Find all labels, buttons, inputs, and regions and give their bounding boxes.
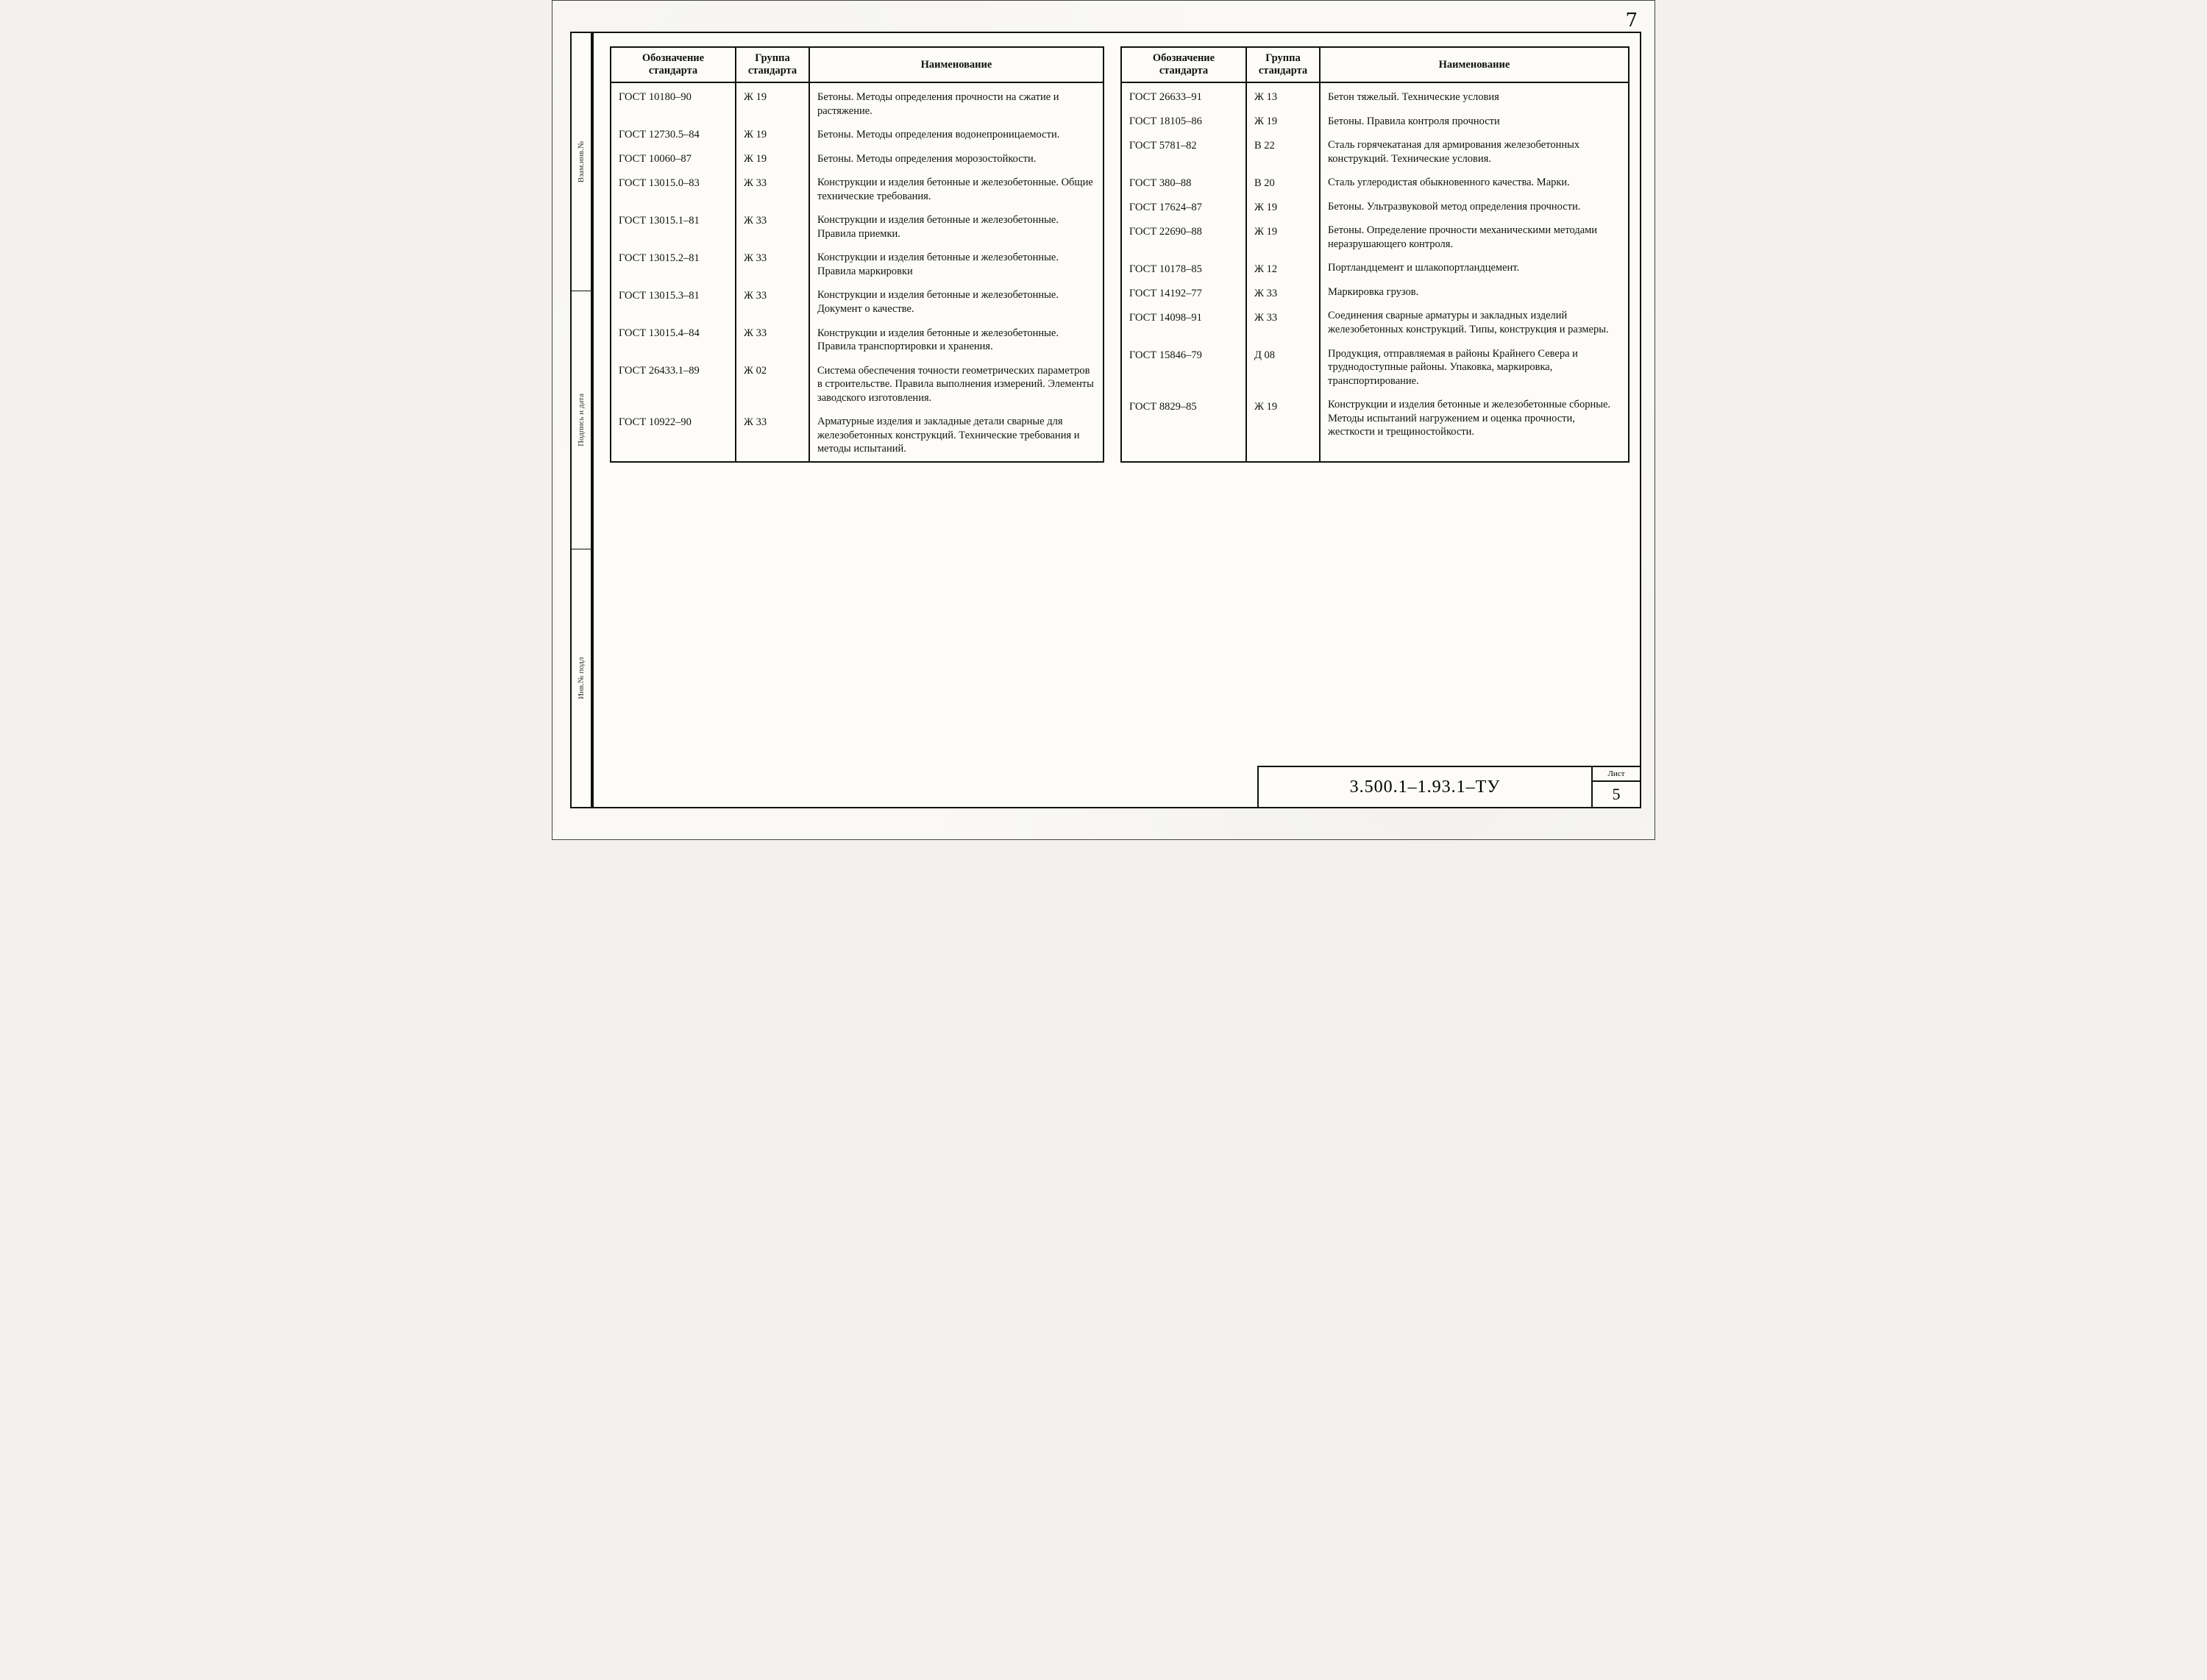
cell-designation: ГОСТ 13015.4–84 [619, 327, 728, 354]
cell-designation: ГОСТ 13015.1–81 [619, 214, 728, 241]
col-body-group: Ж 13 Ж 19 В 22 В 20 Ж 19 Ж 19 Ж 12 Ж 33 Ж 33 Д 08… [1246, 82, 1320, 462]
cell-group: Ж 33 [1254, 311, 1312, 338]
cell-name: Портландцемент и шлакопортланд­цемент. [1328, 261, 1621, 275]
cell-name: Сталь горячекатаная для армиро­вания жел… [1328, 138, 1621, 165]
side-cell: Инв.№ подл [572, 549, 591, 807]
cell-designation: ГОСТ 8829–85 [1129, 400, 1238, 441]
sheet-label: Лист [1593, 767, 1640, 782]
sheet-cell: Лист 5 [1593, 767, 1640, 807]
cell-designation: ГОСТ 17624–87 [1129, 201, 1238, 215]
cell-name: Соединения сварные арматуры и за­кладных… [1328, 309, 1621, 336]
cell-name: Арматурные изделия и закладные детали св… [817, 415, 1095, 456]
cell-designation: ГОСТ 12730.5–84 [619, 128, 728, 142]
document-number: 3.500.1–1.93.1–ТУ [1259, 767, 1593, 807]
title-block: 3.500.1–1.93.1–ТУ Лист 5 [1257, 766, 1640, 807]
cell-group: Д 08 [1254, 349, 1312, 390]
cell-designation: ГОСТ 13015.2–81 [619, 252, 728, 279]
cell-group: Ж 19 [1254, 201, 1312, 215]
cell-group: В 22 [1254, 139, 1312, 166]
side-cell-label: Подпись и дата [577, 394, 586, 446]
cell-designation: ГОСТ 13015.0–83 [619, 177, 728, 204]
cell-name: Сталь углеродистая обыкновенного качеств… [1328, 176, 1621, 190]
cell-group: Ж 19 [1254, 115, 1312, 129]
side-cell: Подпись и дата [572, 291, 591, 549]
side-cell: Взам.инв.№ [572, 33, 591, 291]
cell-designation: ГОСТ 26433.1–89 [619, 364, 728, 405]
col-body-name: Бетон тяжелый. Технические условия Бетоны… [1320, 82, 1629, 462]
cell-name: Система обеспечения точности гео­метриче… [817, 364, 1095, 405]
cell-designation: ГОСТ 14098–91 [1129, 311, 1238, 338]
cell-group: Ж 33 [1254, 287, 1312, 301]
cell-name: Маркировка грузов. [1328, 285, 1621, 299]
cell-designation: ГОСТ 13015.3–81 [619, 289, 728, 316]
cell-designation: ГОСТ 22690–88 [1129, 225, 1238, 252]
cell-group: Ж 19 [744, 90, 801, 118]
cell-designation: ГОСТ 10060–87 [619, 152, 728, 166]
drawing-frame: Обозначение стандарта Группа стандарта Н… [592, 32, 1641, 808]
corner-page-number: 7 [1625, 10, 1638, 32]
cell-name: Бетоны. Правила контроля прочности [1328, 115, 1621, 129]
cell-designation: ГОСТ 14192–77 [1129, 287, 1238, 301]
cell-name: Конструкции и изделия бетонные и железоб… [817, 176, 1095, 203]
col-body-designation: ГОСТ 26633–91 ГОСТ 18105–86 ГОСТ 5781–82 ГО… [1121, 82, 1246, 462]
cell-group: Ж 12 [1254, 263, 1312, 277]
tables-row: Обозначение стандарта Группа стандарта Н… [594, 33, 1640, 463]
page: 7 Инв.№ подл Подпись и дата Взам.инв.№ [552, 0, 1655, 840]
cell-group: Ж 19 [744, 152, 801, 166]
col-body-designation: ГОСТ 10180–90 ГОСТ 12730.5–84 ГОСТ 10060–8… [611, 82, 736, 462]
cell-designation: ГОСТ 26633–91 [1129, 90, 1238, 104]
side-cell-label: Взам.инв.№ [577, 141, 586, 183]
cell-group: Ж 33 [744, 416, 801, 457]
cell-name: Бетоны. Определение прочности ме­ханичес… [1328, 224, 1621, 251]
cell-group: Ж 13 [1254, 90, 1312, 104]
standards-table-left: Обозначение стандарта Группа стандарта Н… [610, 46, 1104, 463]
cell-name: Бетоны. Методы определения проч­ности на… [817, 90, 1095, 118]
cell-designation: ГОСТ 10178–85 [1129, 263, 1238, 277]
cell-name: Бетон тяжелый. Технические условия [1328, 90, 1621, 104]
cell-name: Конструкции и изделия бетонные и железоб… [817, 251, 1095, 278]
col-body-group: Ж 19 Ж 19 Ж 19 Ж 33 Ж 33 Ж 33 Ж 33 Ж 33 Ж 02 Ж 33 [736, 82, 809, 462]
cell-group: Ж 19 [1254, 225, 1312, 252]
cell-name: Конструкции и изделия бетонные и железоб… [817, 288, 1095, 316]
cell-designation: ГОСТ 15846–79 [1129, 349, 1238, 390]
cell-name: Бетоны. Ультразвуковой метод опре­делени… [1328, 200, 1621, 214]
col-header-designation: Обозначение стандарта [611, 47, 736, 82]
cell-name: Бетоны. Методы определения моро­зостойко… [817, 152, 1095, 166]
cell-name: Конструкции и изделия бетонные и железоб… [817, 327, 1095, 354]
col-header-group: Группа стандарта [1246, 47, 1320, 82]
col-header-name: Наименование [809, 47, 1104, 82]
col-header-name: Наименование [1320, 47, 1629, 82]
cell-group: В 20 [1254, 177, 1312, 191]
cell-designation: ГОСТ 10922–90 [619, 416, 728, 457]
standards-table-right: Обозначение стандарта Группа стандарта Н… [1120, 46, 1630, 463]
col-header-group: Группа стандарта [736, 47, 809, 82]
cell-group: Ж 33 [744, 252, 801, 279]
cell-designation: ГОСТ 5781–82 [1129, 139, 1238, 166]
cell-group: Ж 33 [744, 214, 801, 241]
side-cell-label: Инв.№ подл [577, 657, 586, 699]
sheet-number: 5 [1593, 782, 1640, 807]
cell-group: Ж 02 [744, 364, 801, 405]
cell-name: Конструкции и изделия бетонные и железоб… [817, 213, 1095, 241]
cell-name: Конструкции и изделия бетонные и железоб… [1328, 398, 1621, 439]
cell-designation: ГОСТ 10180–90 [619, 90, 728, 118]
cell-name: Продукция, отправляемая в районы Крайнег… [1328, 347, 1621, 388]
binding-side-tab: Инв.№ подл Подпись и дата Взам.инв.№ [570, 32, 592, 808]
col-header-designation: Обозначение стандарта [1121, 47, 1246, 82]
cell-group: Ж 33 [744, 177, 801, 204]
cell-group: Ж 19 [1254, 400, 1312, 441]
cell-group: Ж 33 [744, 327, 801, 354]
cell-designation: ГОСТ 380–88 [1129, 177, 1238, 191]
cell-name: Бетоны. Методы определения водо­непрониц… [817, 128, 1095, 142]
cell-group: Ж 33 [744, 289, 801, 316]
col-body-name: Бетоны. Методы определения проч­ности на… [809, 82, 1104, 462]
cell-designation: ГОСТ 18105–86 [1129, 115, 1238, 129]
cell-group: Ж 19 [744, 128, 801, 142]
